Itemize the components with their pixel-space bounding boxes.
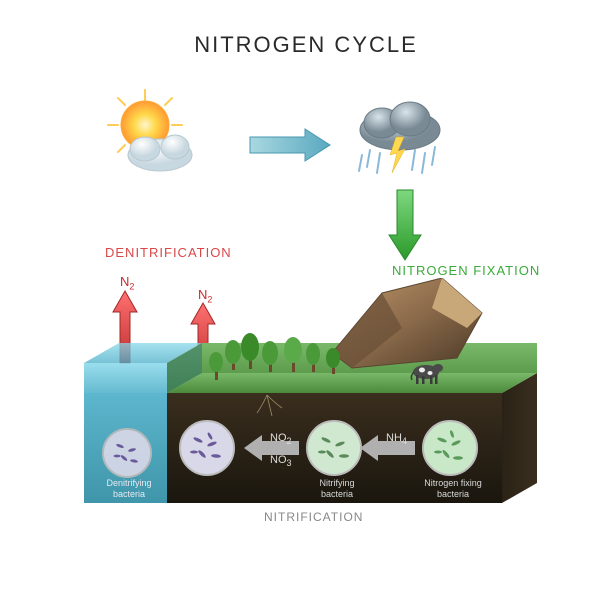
nh4-label: NH4 bbox=[386, 432, 407, 446]
bacteria-circle-denitrifying bbox=[103, 429, 151, 477]
no3-label: NO3 bbox=[270, 454, 292, 468]
bacteria-circle-nitrifying-2 bbox=[307, 421, 361, 475]
nitrogen-fixing-bacteria-label: Nitrogen fixing bacteria bbox=[418, 478, 488, 500]
arrow-blue bbox=[245, 125, 335, 165]
sun-cloud-icon bbox=[100, 85, 220, 185]
nitrogen-fixation-label: NITROGEN FIXATION bbox=[392, 263, 540, 278]
page-title: NITROGEN CYCLE bbox=[0, 32, 612, 58]
denitrifying-bacteria-label: Denitrifying bacteria bbox=[100, 478, 158, 500]
bacteria-circle-nitrogen-fixing bbox=[423, 421, 477, 475]
nitrification-label: NITRIFICATION bbox=[264, 510, 363, 524]
no2-label: NO2 bbox=[270, 432, 292, 446]
denitrification-label: DENITRIFICATION bbox=[105, 245, 232, 260]
nitrifying-bacteria-label: Nitrifying bacteria bbox=[312, 478, 362, 500]
arrow-green-down bbox=[385, 185, 425, 265]
bacteria-circle-nitrifying-1 bbox=[180, 421, 234, 475]
